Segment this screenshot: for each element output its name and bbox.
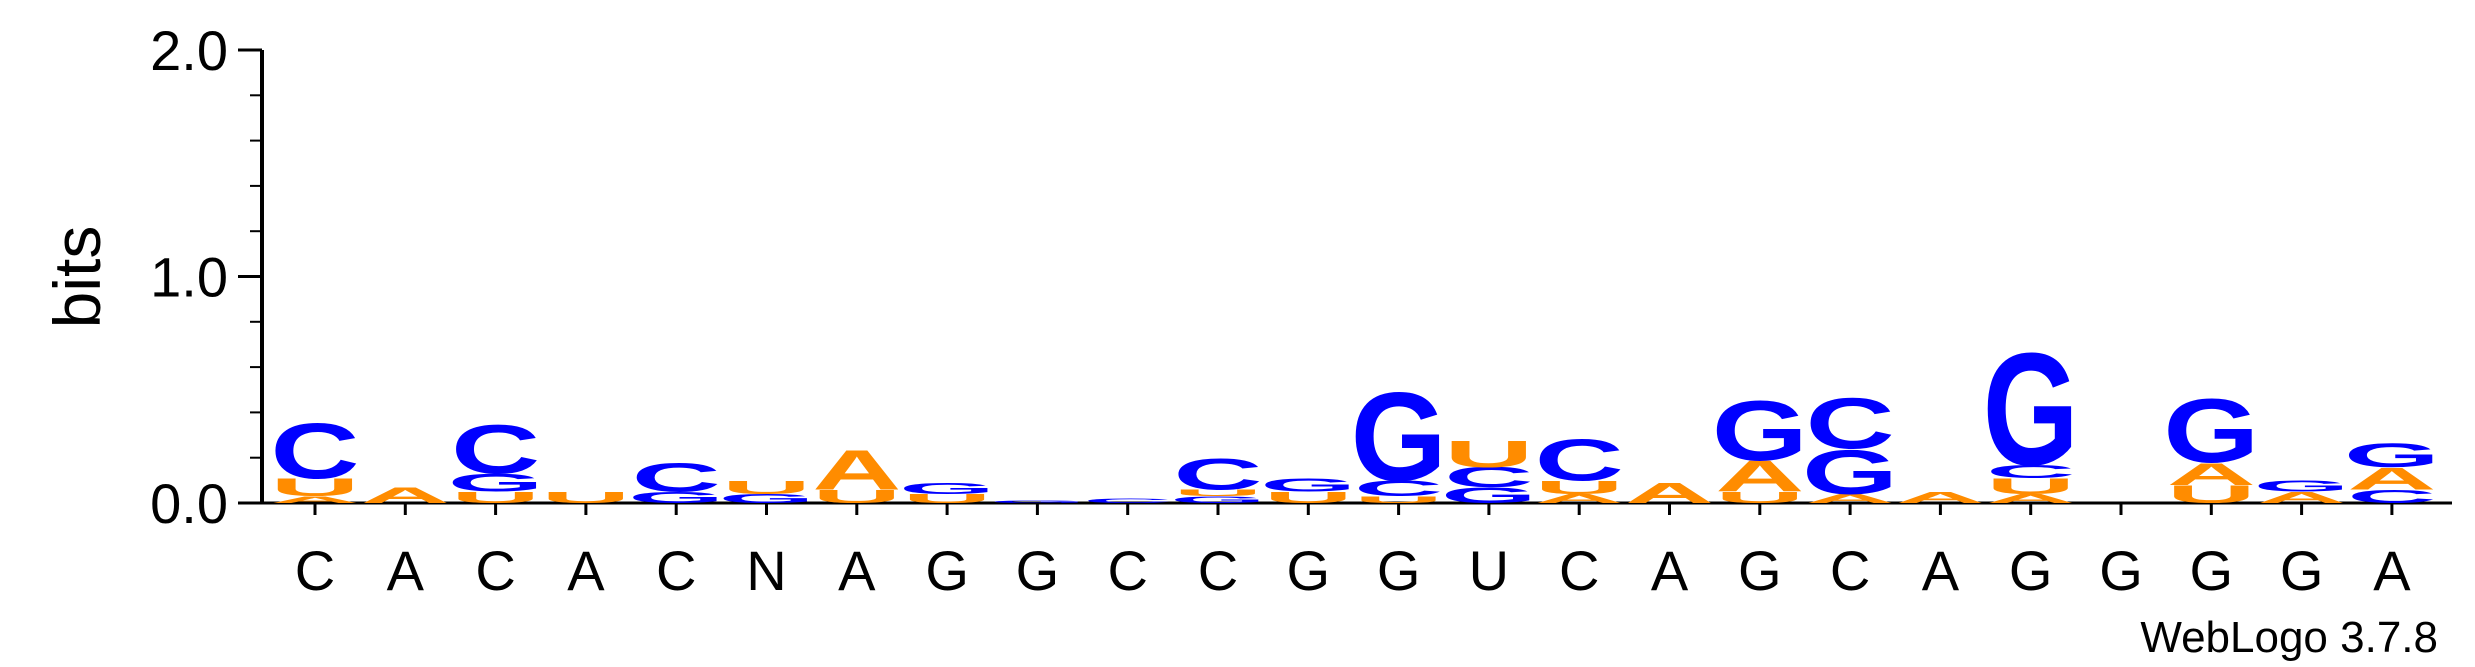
logo-letter-u: U [541,489,630,507]
y-axis-label: bits [40,226,114,329]
logo-letter-g: G [1802,437,1898,508]
logo-letter-g: G [2254,477,2350,495]
logo-letter-c: C [1354,476,1443,501]
x-tick-label: A [838,539,876,602]
logo-letter-u: U [1444,433,1533,475]
x-tick-label: G [2190,539,2234,602]
x-tick-label: G [925,539,969,602]
logo-letter-g: G [628,489,724,507]
logo-letter-u: U [1715,489,1804,507]
logo-letter-u: U [270,473,359,501]
logo-letter-g: G [1170,494,1266,505]
logo-letter-c: C [1535,426,1624,493]
y-tick-label: 0.0 [150,472,228,535]
logo-letter-g: G [1983,320,2079,499]
logo-letter-a: A [2257,489,2346,507]
logo-letter-g: G [899,480,995,498]
x-tick-label: A [1651,539,1689,602]
logo-letter-u: U [1264,489,1353,507]
x-tick-label: C [1107,539,1147,602]
x-tick-label: G [2009,539,2053,602]
y-tick-label: 1.0 [150,246,228,309]
footer-version: WebLogo 3.7.8 [2140,613,2438,662]
logo-letter-g: G [718,492,814,506]
x-tick-label: C [475,539,515,602]
logo-letter-g: G [1260,475,1356,496]
x-tick-label: C [1198,539,1238,602]
logo-letter-c: C [1444,462,1533,494]
logo-letter-a: A [270,494,359,505]
logo-letter-u: U [1535,477,1624,498]
logo-letter-a: A [2167,457,2256,492]
x-tick-label: G [2099,539,2143,602]
x-tick-label: A [567,539,605,602]
logo-letter-u: U [1173,488,1262,499]
x-tick-label: N [746,539,786,602]
x-tick-label: U [1469,539,1509,602]
logo-letter-c: C [451,411,540,488]
y-tick-label: 2.0 [150,19,228,82]
logo-letter-c: C [2347,486,2436,507]
x-tick-label: A [2373,539,2411,602]
logo-letter-c: C [1173,450,1262,499]
logo-letter-a: A [1896,489,1985,507]
logo-letter-g: G [2344,436,2440,475]
x-tick-label: C [295,539,335,602]
logo-letter-u: U [812,486,901,507]
x-tick-label: C [1559,539,1599,602]
x-tick-label: A [1922,539,1960,602]
logo-letter-c: C [270,407,359,495]
logo-letter-c: C [632,455,721,500]
x-tick-label: G [1738,539,1782,602]
logo-letter-u: U [1986,474,2075,499]
x-tick-label: A [387,539,425,602]
logo-letter-c: C [1986,461,2075,482]
x-tick-label: G [1377,539,1421,602]
logo-letter-a: A [1535,492,1624,506]
y-ticks: 0.0 1.0 2.0 [150,19,262,535]
logo-letter-u: U [902,492,991,506]
logo-letter-g: G [448,469,544,497]
logo-letter-g: G [1712,384,1808,479]
logo-letter-g: G [2163,381,2259,483]
x-tick-label: G [2280,539,2324,602]
x-tick-label: C [1830,539,1870,602]
x-tick-label: C [656,539,696,602]
logo-letter-u: U [451,489,540,507]
x-tick-label: G [1016,539,1060,602]
logo-letter-a: A [812,439,901,502]
logo-letter-u: U [1354,494,1443,505]
logo-letter-a: A [1715,452,1804,501]
logo-letter-c: C [1083,497,1172,504]
logo-letter-a: A [1805,492,1894,506]
logo-letter-a: A [2347,461,2436,496]
logo-letter-a: A [1986,492,2075,506]
logo-letter-g: G [989,500,1085,504]
x-tick-label: G [1287,539,1331,602]
logo-letter-g: G [1351,367,1447,507]
logo-letter-u: U [722,477,811,498]
logo-letter-c: C [1805,384,1894,465]
